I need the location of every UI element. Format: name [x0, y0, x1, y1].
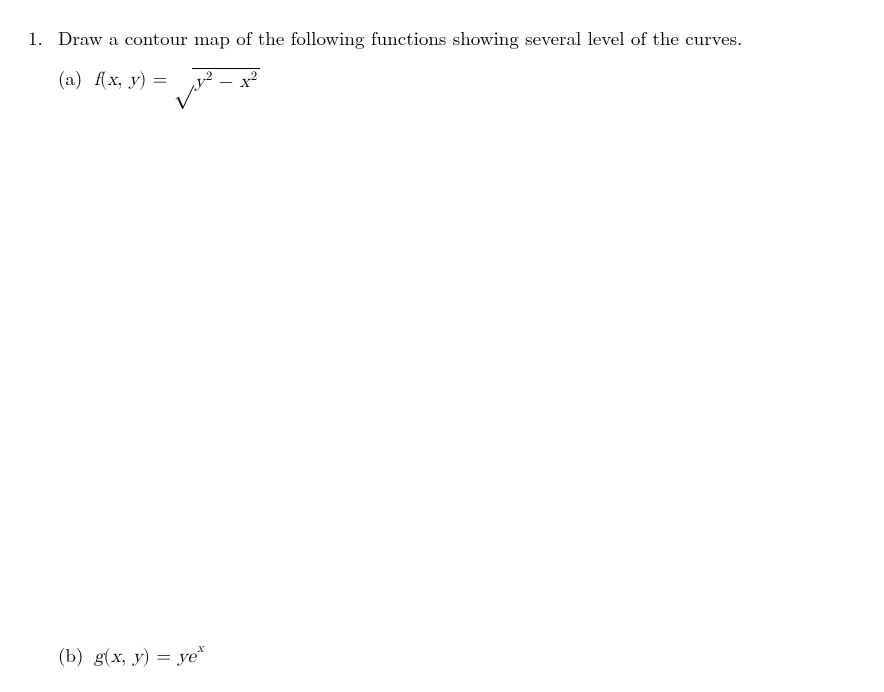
subitem-a-label: (a): [58, 64, 94, 91]
const-e: e: [188, 645, 196, 668]
paren-close: ): [139, 68, 146, 91]
var-y: y: [129, 68, 139, 91]
exp-2: 2: [251, 69, 257, 85]
var-x: x: [240, 70, 250, 93]
equals-sign: =: [153, 68, 168, 91]
var-x: x: [111, 645, 121, 668]
var-x: x: [107, 68, 117, 91]
problem-number: 1.: [28, 24, 58, 51]
vertical-space: [58, 101, 864, 641]
var-y: y: [177, 645, 187, 668]
fn-name-g: g: [94, 645, 104, 668]
exp-x: x: [197, 641, 204, 657]
paren-open: (: [100, 68, 107, 91]
problem-statement: Draw a contour map of the following func…: [58, 25, 742, 52]
var-y: y: [195, 70, 205, 93]
subitem-b: (b) g ( x , y ) = y e x: [58, 641, 864, 668]
sqrt-radicand: y 2 − x 2: [192, 68, 260, 93]
paren-open: (: [104, 645, 111, 668]
paren-close: ): [143, 645, 150, 668]
subitem-a-expression: f ( x , y ) = √ y 2 − x 2: [94, 66, 260, 93]
exp-2: 2: [206, 69, 212, 85]
sqrt-sign: √: [174, 67, 194, 94]
equals-sign: =: [156, 645, 171, 668]
sqrt: √ y 2 − x 2: [174, 66, 260, 93]
subitem-b-label: (b): [58, 641, 94, 668]
var-y: y: [133, 645, 143, 668]
problem-root: 1. Draw a contour map of the following f…: [28, 24, 864, 52]
minus-sign: −: [219, 70, 234, 93]
subitems: (a) f ( x , y ) = √ y 2 − x 2: [58, 64, 864, 668]
subitem-b-expression: g ( x , y ) = y e x: [94, 645, 204, 668]
subitem-a: (a) f ( x , y ) = √ y 2 − x 2: [58, 64, 864, 93]
